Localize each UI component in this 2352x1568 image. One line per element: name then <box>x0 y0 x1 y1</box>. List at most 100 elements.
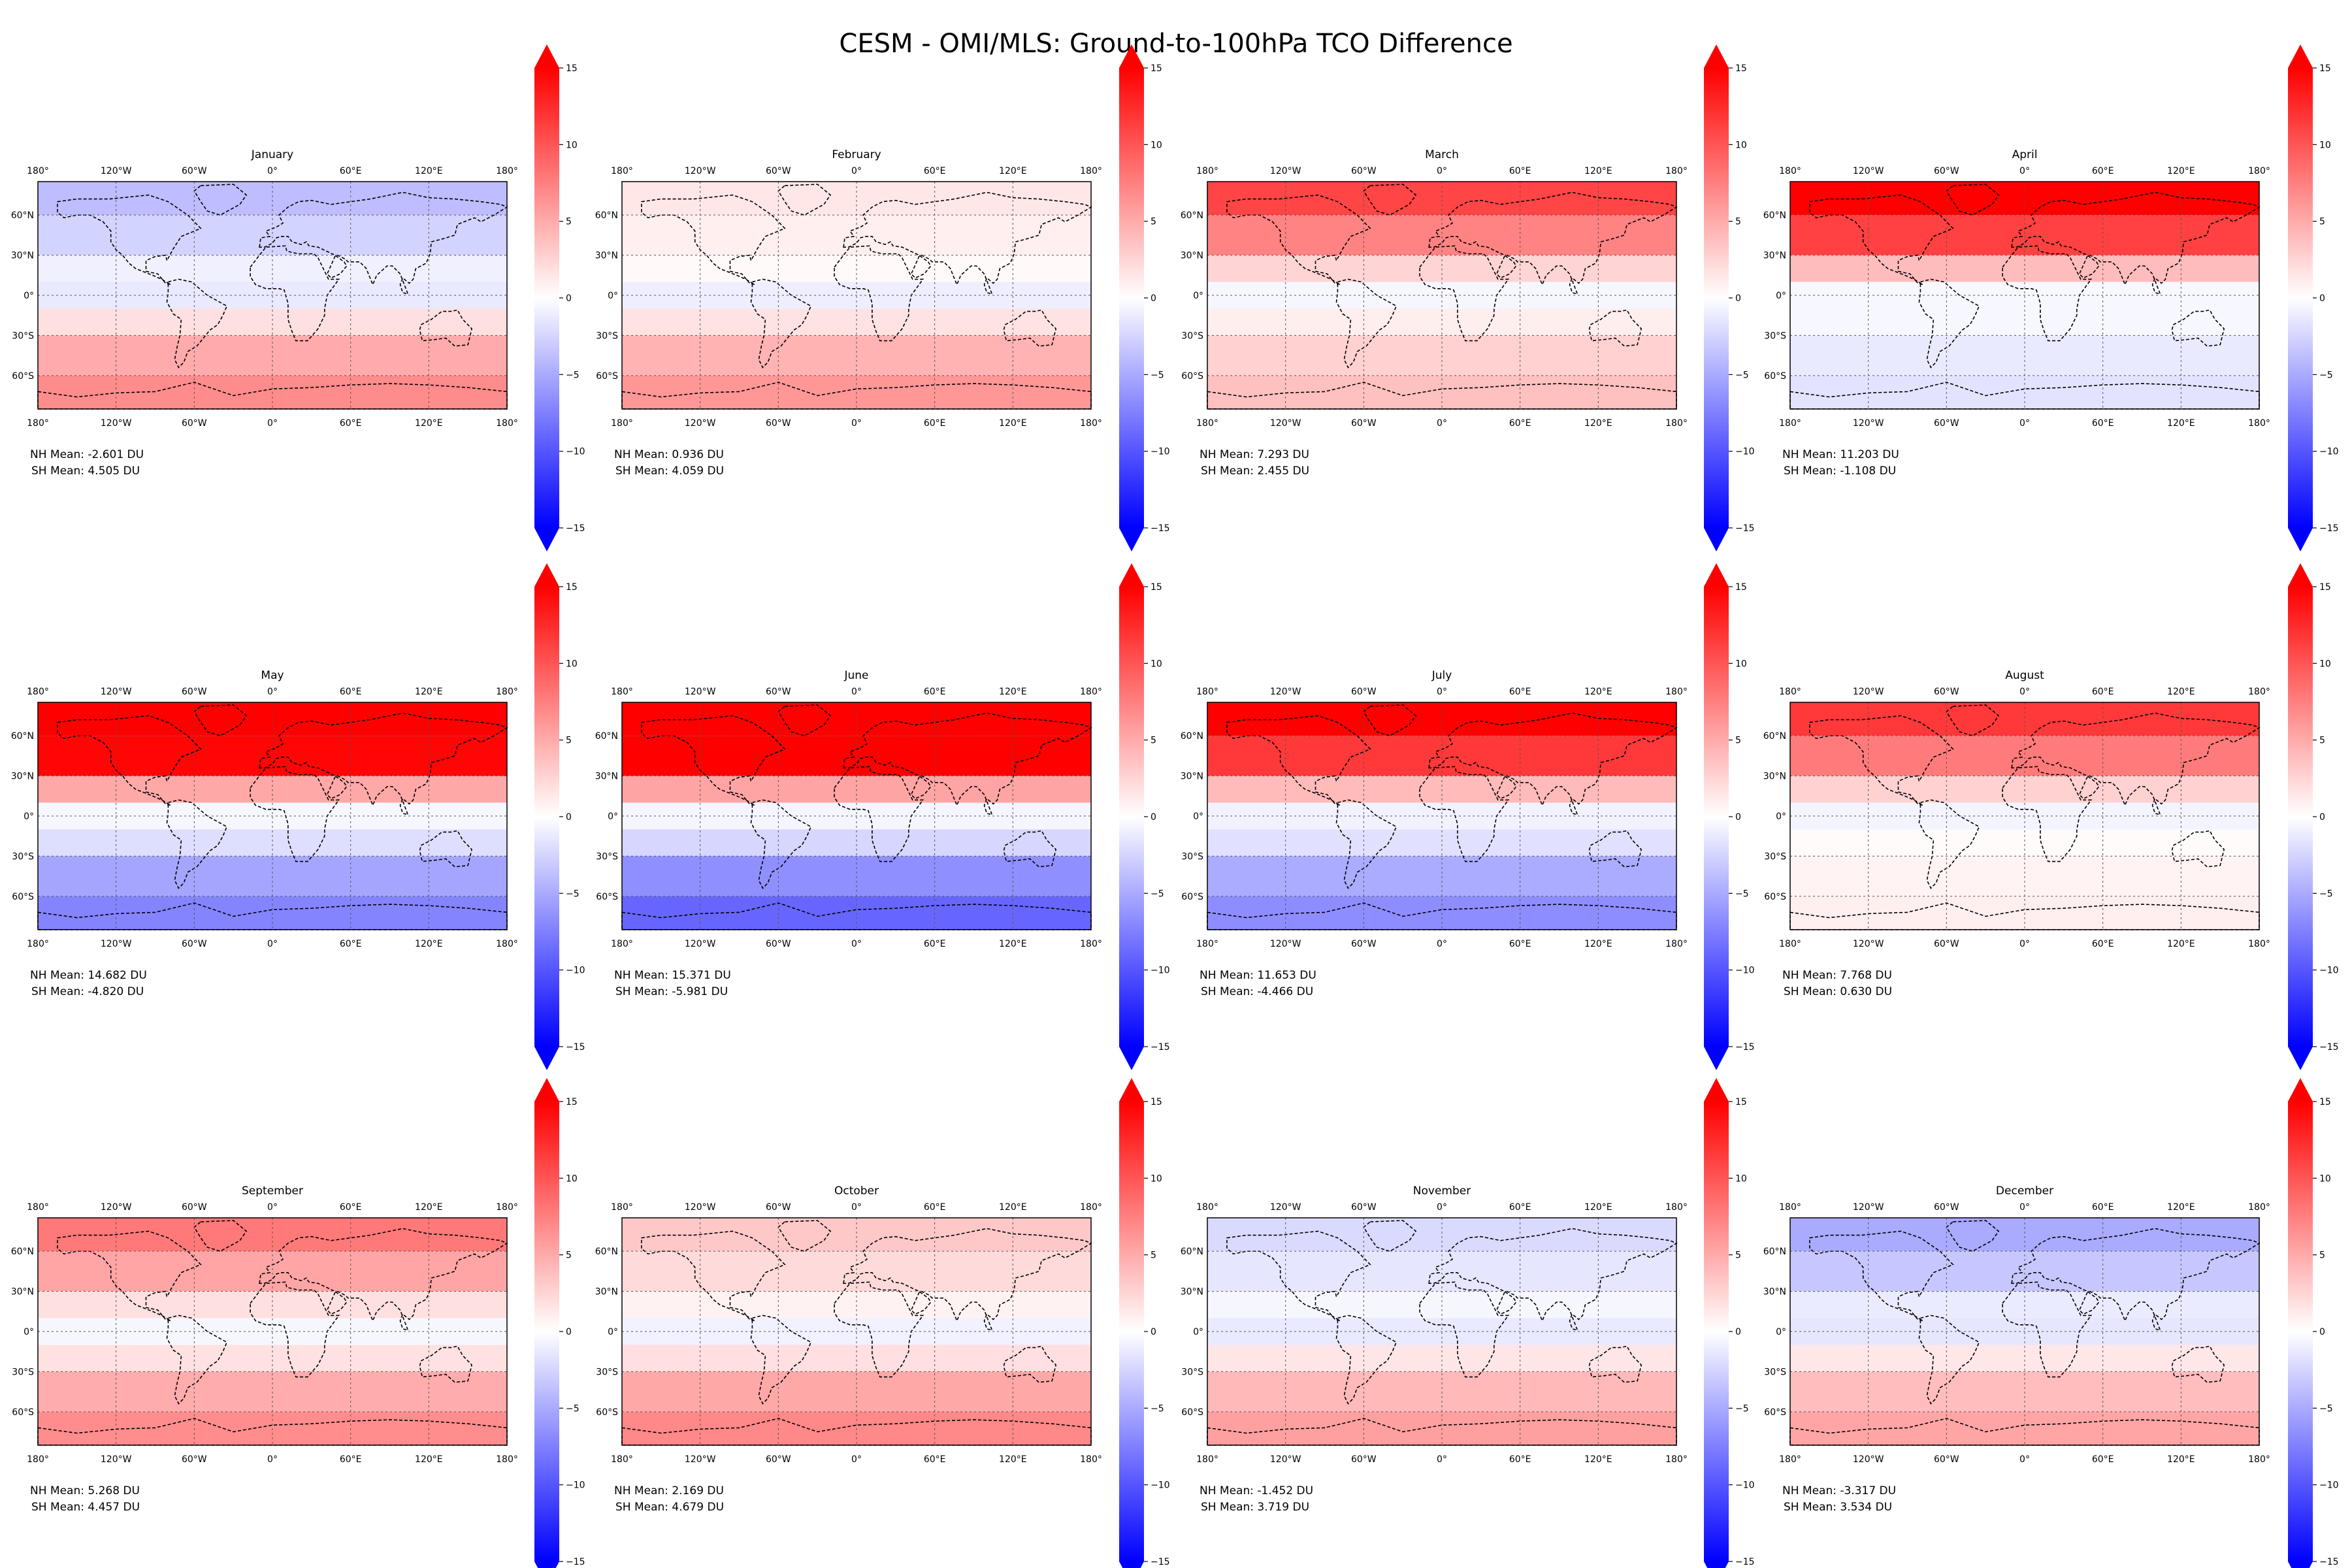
colorbar-body <box>1704 1102 1729 1561</box>
africa-coastline <box>2002 1281 2093 1378</box>
australia-coastline <box>1588 1345 1642 1383</box>
lon-label-top: 60°W <box>766 1202 791 1213</box>
colorbar-tick-label: 0 <box>566 1327 572 1337</box>
lon-label-top: 60°W <box>1934 166 1959 176</box>
lon-label-bottom: 180° <box>1196 418 1218 429</box>
africa-coastline <box>250 245 340 342</box>
lat-label: 0° <box>24 811 34 822</box>
lon-label-top: 120°E <box>1584 166 1612 176</box>
colorbar-extend-bottom <box>2288 1561 2313 1568</box>
map-panel-august: August 180° 180° 120°W 120°W 60°W 60°W 0° 0° 60°E… <box>1763 563 2339 1070</box>
lon-label-top: 120°W <box>101 1202 132 1213</box>
lon-label-top: 120°W <box>1853 687 1884 697</box>
lon-label-bottom: 120°W <box>1270 1454 1301 1465</box>
sh-mean-text: SH Mean: 4.059 DU <box>615 465 724 478</box>
lon-label-top: 60°E <box>1509 166 1531 176</box>
eurasia-coastline <box>259 191 508 295</box>
colorbar-tick-label: 10 <box>566 140 578 150</box>
south-america-coastline <box>1335 799 1397 889</box>
lon-label-bottom: 60°W <box>182 418 207 429</box>
field-band <box>1207 215 1676 255</box>
colorbar-tick-label: 15 <box>1735 1097 1747 1107</box>
lat-label: 60°S <box>596 1407 618 1418</box>
colorbar-tick-label: 10 <box>566 1173 578 1184</box>
lat-label: 0° <box>608 291 618 301</box>
lon-label-bottom: 180° <box>1779 418 1801 429</box>
colorbar-tick-label: −10 <box>1735 966 1755 976</box>
lon-label-bottom: 120°E <box>415 939 443 949</box>
colorbar-body <box>534 587 559 1047</box>
field-band <box>1790 736 2259 776</box>
lat-label: 30°N <box>1763 1287 1786 1298</box>
panel-title: March <box>1425 148 1459 161</box>
colorbar-tick-label: 5 <box>1151 736 1156 746</box>
lon-label-bottom: 60°W <box>1934 1454 1959 1465</box>
greenland-coastline <box>193 704 248 737</box>
field-band <box>1207 308 1676 336</box>
south-america-coastline <box>1918 278 1980 368</box>
lat-label: 30°S <box>1181 1367 1203 1377</box>
colorbar-tick-label: 15 <box>1151 63 1162 74</box>
lon-label-top: 60°W <box>766 166 791 176</box>
nh-mean-text: NH Mean: 0.936 DU <box>614 448 724 461</box>
lat-label: 0° <box>1193 811 1203 822</box>
lon-label-top: 60°W <box>1351 687 1377 697</box>
colorbar-tick-label: 0 <box>1151 812 1156 823</box>
lon-label-bottom: 0° <box>2019 1454 2030 1465</box>
lat-label: 0° <box>1193 291 1203 301</box>
lon-label-bottom: 180° <box>611 939 633 949</box>
lon-label-top: 180° <box>1196 1202 1218 1213</box>
nh-mean-text: NH Mean: 5.268 DU <box>30 1484 140 1497</box>
lon-label-bottom: 120°W <box>101 939 132 949</box>
lat-label: 60°S <box>1764 1407 1786 1418</box>
lon-label-top: 180° <box>1196 687 1218 697</box>
lon-label-top: 180° <box>611 687 633 697</box>
map-frame <box>37 702 508 930</box>
lon-label-top: 180° <box>1779 687 1801 697</box>
lon-label-bottom: 0° <box>1437 1454 1447 1465</box>
colorbar-tick-label: 10 <box>2319 1173 2331 1184</box>
colorbar-tick-label: 5 <box>1735 736 1741 746</box>
lat-label: 30°N <box>1763 772 1786 782</box>
lat-label: 30°S <box>12 331 34 341</box>
lon-label-top: 60°W <box>1934 1202 1959 1213</box>
colorbar-tick-label: 5 <box>1735 1250 1741 1261</box>
lon-label-bottom: 0° <box>1437 939 1447 949</box>
lon-label-top: 120°E <box>1584 1202 1612 1213</box>
lat-label: 30°N <box>11 251 34 261</box>
greenland-coastline <box>1946 1220 2000 1252</box>
colorbar-tick-label: 15 <box>566 582 578 593</box>
north-america-coastline <box>1809 715 1954 806</box>
lon-label-bottom: 0° <box>851 1454 862 1465</box>
colorbar-extend-top <box>2288 44 2313 68</box>
colorbar-extend-top <box>534 44 559 68</box>
eurasia-coastline <box>1428 191 1678 295</box>
south-america-coastline <box>1918 799 1980 889</box>
lon-label-top: 60°W <box>182 687 207 697</box>
south-america-coastline <box>750 1315 812 1405</box>
map-panel-july: July 180° 180° 120°W 120°W 60°W 60°W 0° 0° 60°E 60… <box>1181 563 1755 1070</box>
south-america-coastline <box>1335 1315 1397 1405</box>
lon-label-top: 120°W <box>685 687 716 697</box>
lon-label-bottom: 120°W <box>685 1454 716 1465</box>
colorbar-tick-label: 15 <box>1735 582 1747 593</box>
colorbar: 15 10 5 0 −5 −10 −15 <box>1704 44 1755 551</box>
colorbar-tick-label: −15 <box>2319 523 2339 534</box>
field-band <box>622 215 1091 255</box>
colorbar-tick-label: −5 <box>1735 889 1749 899</box>
australia-coastline <box>2171 309 2225 347</box>
lon-label-top: 180° <box>1779 166 1801 176</box>
lon-label-top: 180° <box>496 1202 518 1213</box>
lon-label-bottom: 60°E <box>2092 418 2114 429</box>
colorbar-tick-label: 10 <box>1151 1173 1162 1184</box>
lon-label-bottom: 120°E <box>2167 939 2195 949</box>
lon-label-top: 180° <box>1080 166 1102 176</box>
eurasia-coastline <box>2011 712 2261 816</box>
colorbar-extend-top <box>534 563 559 587</box>
lat-label: 30°N <box>11 772 34 782</box>
lon-label-bottom: 60°W <box>182 939 207 949</box>
eurasia-coastline <box>259 1228 508 1331</box>
lon-label-top: 0° <box>851 687 862 697</box>
colorbar-extend-bottom <box>2288 528 2313 551</box>
lat-label: 30°N <box>595 251 618 261</box>
